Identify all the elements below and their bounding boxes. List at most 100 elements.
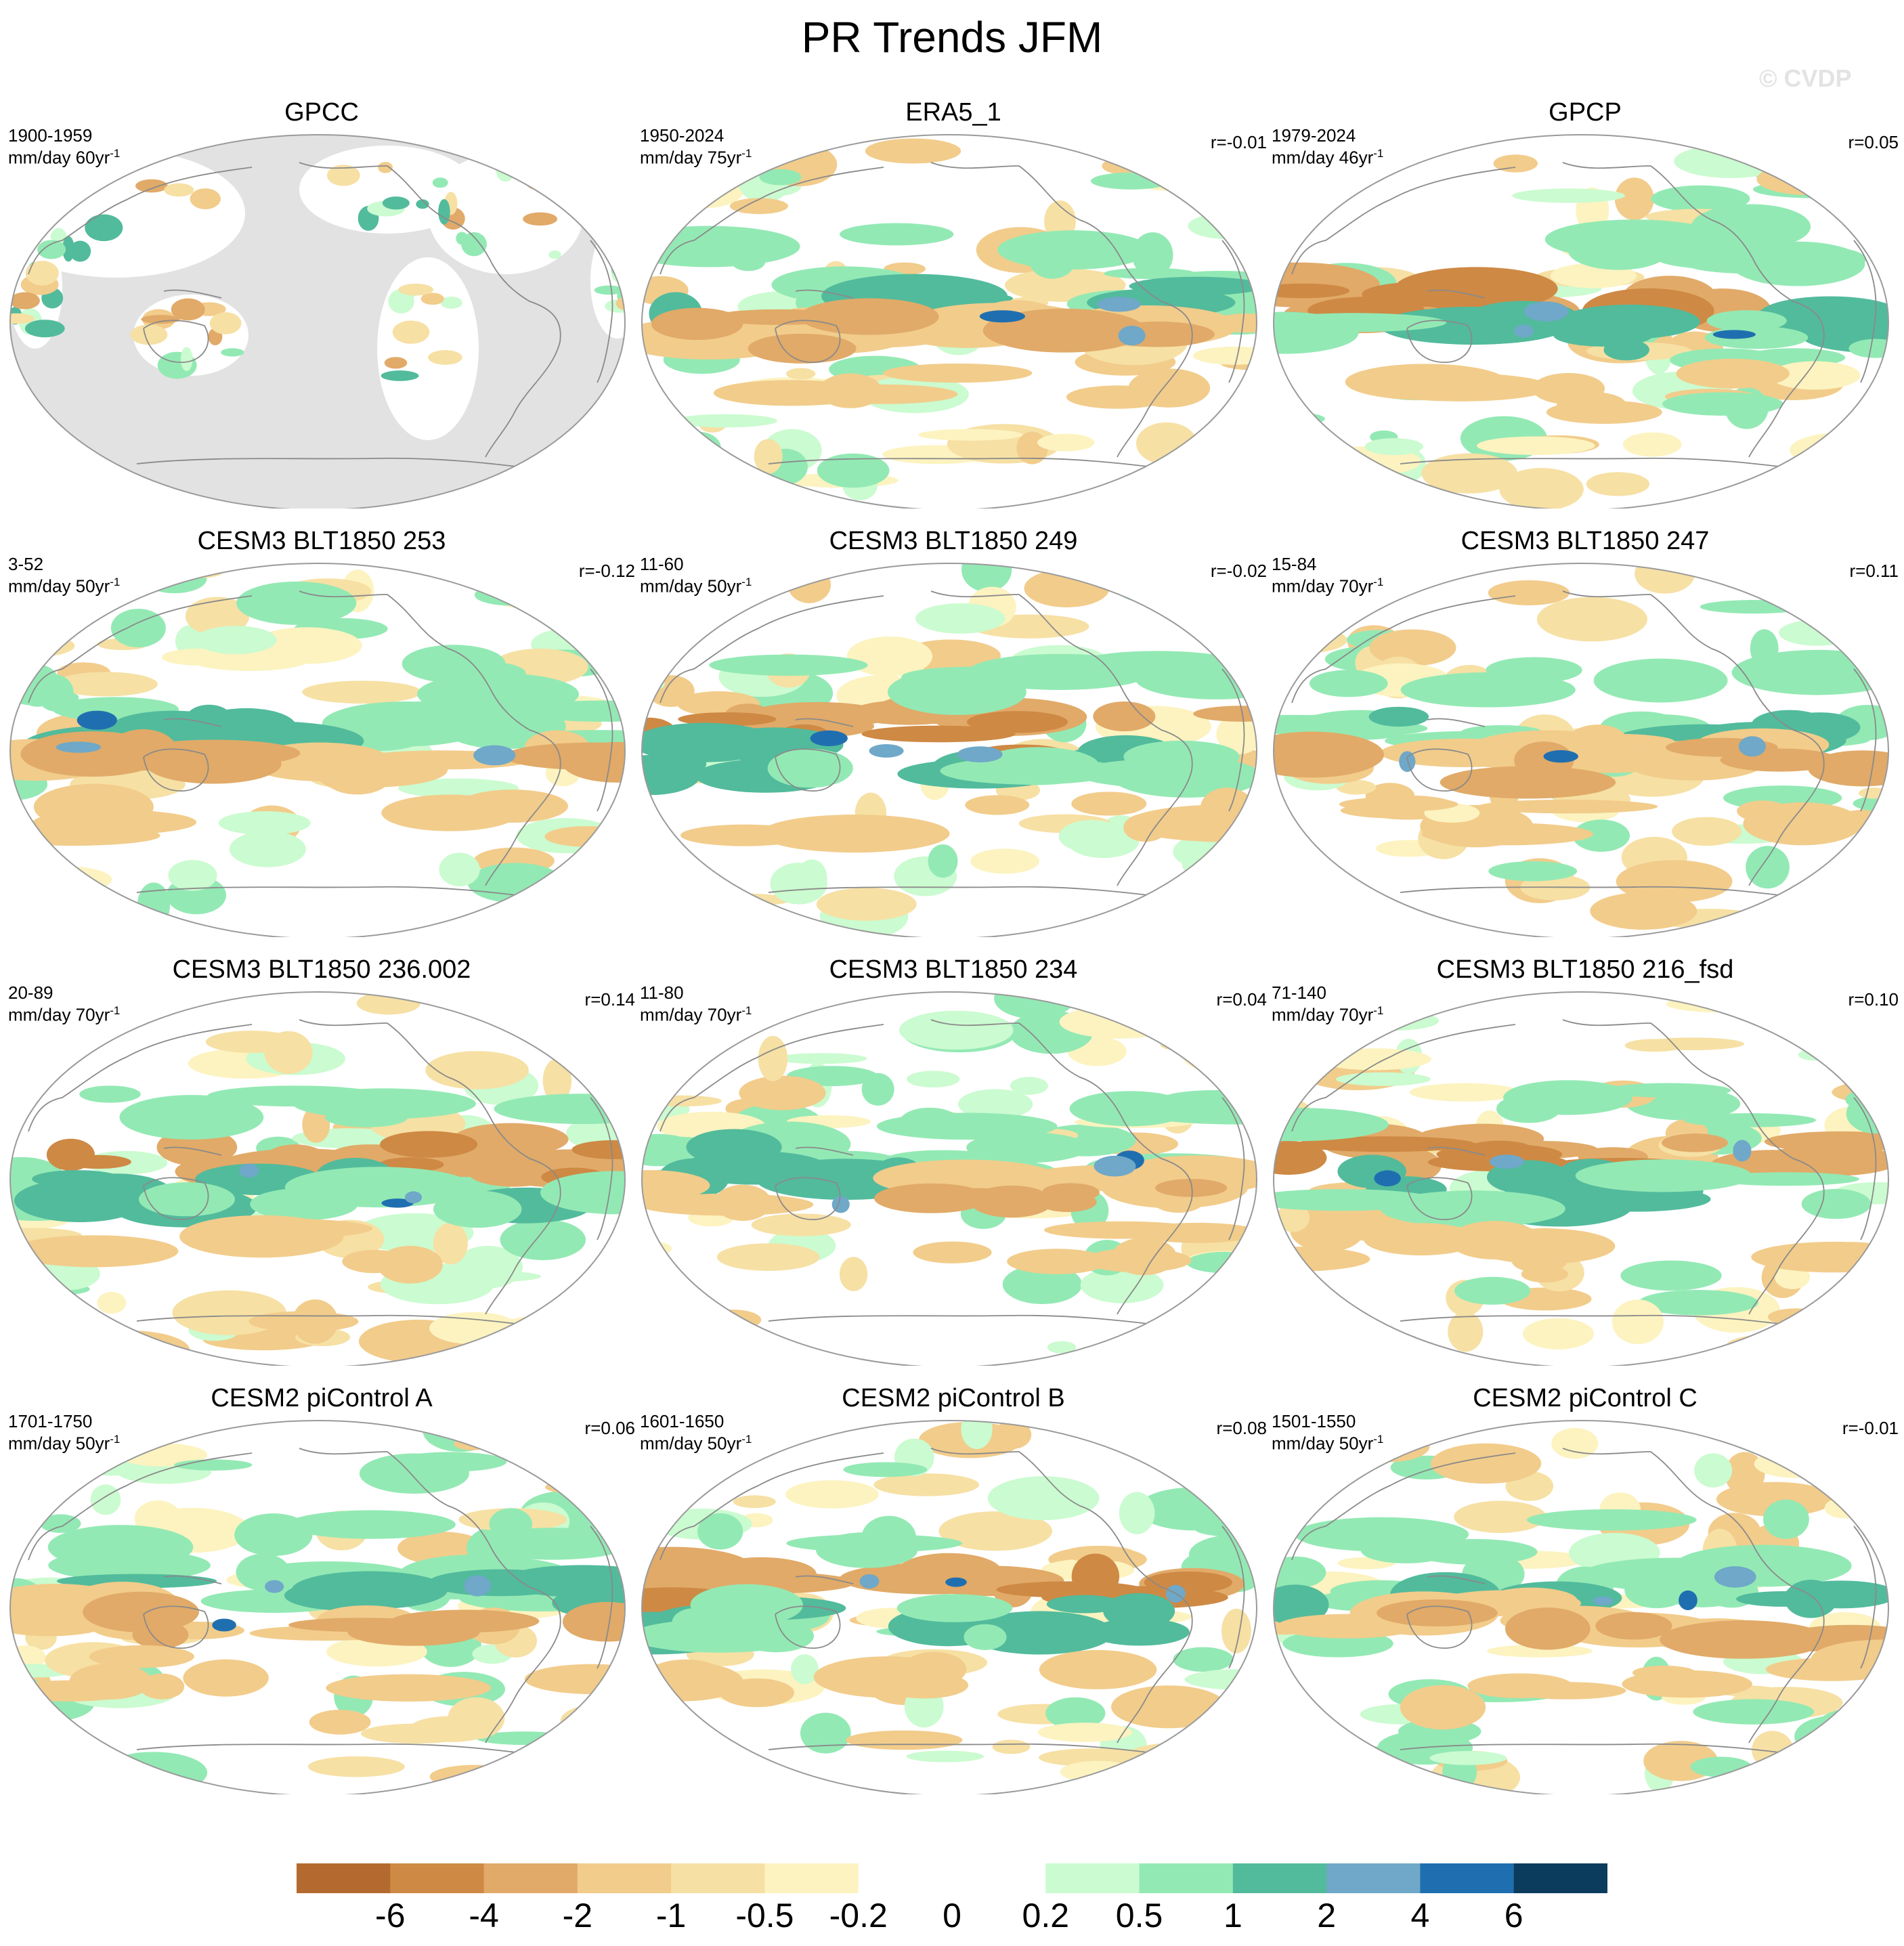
colorbar-tick-label: 2 — [1317, 1897, 1337, 1934]
units-text: mm/day 50yr — [8, 1433, 110, 1454]
units-exponent: -1 — [110, 1004, 121, 1017]
panel-years: 11-80 — [640, 982, 684, 1003]
units-exponent: -1 — [1373, 147, 1384, 160]
units-text: mm/day 70yr — [1272, 1004, 1374, 1025]
panel-correlation: r=-0.12 — [578, 561, 635, 581]
colorbar-tick-labels: -6 -4 -2 -1 -0.5 -0.2 0 0.2 0.5 1 2 4 6 — [0, 1896, 1904, 1937]
panel-correlation: r=0.04 — [1216, 989, 1267, 1010]
robinson-map — [641, 134, 1257, 509]
panel-units: mm/day 75yr-1 — [640, 147, 752, 169]
units-text: mm/day 60yr — [8, 147, 110, 168]
robinson-map — [9, 1420, 626, 1794]
panel-years: 20-89 — [8, 982, 53, 1003]
colorbar-swatch — [1232, 1863, 1327, 1893]
panel-title: CESM3 BLT1850 236.002 — [172, 955, 471, 984]
map-panel: CESM3 BLT1850 236.002 20-89 mm/day 70yr-1 r… — [8, 955, 635, 1389]
panel-correlation: r=0.14 — [584, 989, 635, 1010]
colorbar-tick-label: 6 — [1504, 1897, 1523, 1934]
robinson-map — [641, 991, 1257, 1366]
panel-years: 1501-1550 — [1272, 1411, 1356, 1431]
panel-correlation: r=0.08 — [1216, 1418, 1267, 1438]
panel-units: mm/day 50yr-1 — [640, 576, 752, 597]
robinson-map — [1273, 563, 1889, 937]
colorbar-tick-label: -2 — [562, 1897, 593, 1934]
robinson-map — [9, 134, 626, 509]
colorbar-tick-label: -0.5 — [735, 1897, 794, 1934]
colorbar-tick-label: 0 — [943, 1897, 961, 1934]
panel-units: mm/day 46yr-1 — [1272, 147, 1383, 169]
panel-units: mm/day 70yr-1 — [8, 1004, 120, 1026]
robinson-map — [9, 563, 626, 937]
units-exponent: -1 — [1373, 1004, 1384, 1017]
units-text: mm/day 50yr — [640, 576, 742, 597]
units-text: mm/day 50yr — [8, 576, 110, 597]
units-exponent: -1 — [741, 1433, 752, 1446]
panel-years: 3-52 — [8, 554, 44, 574]
panel-title: CESM3 BLT1850 249 — [829, 527, 1078, 555]
colorbar-tick-label: -1 — [655, 1897, 687, 1934]
panel-years: 1900-1959 — [8, 125, 93, 146]
panel-title: CESM3 BLT1850 253 — [197, 527, 446, 555]
panel-units: mm/day 60yr-1 — [8, 147, 120, 169]
panel-title: CESM3 BLT1850 247 — [1461, 527, 1710, 555]
colorbar-swatch — [952, 1863, 1046, 1893]
colorbar-tick-label: 0.5 — [1115, 1897, 1163, 1934]
robinson-map — [1273, 991, 1889, 1366]
panel-correlation: r=0.06 — [584, 1418, 635, 1438]
panel-correlation: r=-0.01 — [1842, 1418, 1899, 1438]
units-exponent: -1 — [1373, 1433, 1384, 1446]
units-text: mm/day 75yr — [640, 147, 742, 168]
units-exponent: -1 — [110, 576, 121, 588]
figure-title: PR Trends JFM — [801, 13, 1103, 62]
panel-units: mm/day 70yr-1 — [640, 1004, 752, 1026]
panel-units: mm/day 50yr-1 — [8, 1433, 120, 1454]
robinson-map — [9, 991, 626, 1366]
panel-title: CESM2 piControl B — [842, 1384, 1065, 1412]
colorbar-swatch — [764, 1863, 859, 1893]
panel-title: ERA5_1 — [905, 98, 1001, 127]
colorbar-swatch — [1139, 1863, 1234, 1893]
colorbar-swatch — [1326, 1863, 1421, 1893]
map-panel: CESM2 piControl A 1701-1750 mm/day 50yr-1 r… — [8, 1384, 635, 1817]
map-panel: CESM3 BLT1850 234 11-80 mm/day 70yr-1 r=0.0… — [640, 955, 1267, 1389]
map-panel: ERA5_1 1950-2024 mm/day 75yr-1 r=-0.01 — [640, 98, 1267, 532]
units-text: mm/day 46yr — [1272, 147, 1374, 168]
panel-correlation: r=0.05 — [1848, 132, 1899, 152]
panel-units: mm/day 50yr-1 — [8, 576, 120, 597]
map-panel: CESM3 BLT1850 247 15-84 mm/day 70yr-1 r=0.1… — [1272, 527, 1899, 960]
map-panel: CESM3 BLT1850 216_fsd 71-140 mm/day 70yr-1… — [1272, 955, 1899, 1389]
colorbar-tick-label: 0.2 — [1022, 1897, 1070, 1934]
panel-correlation: r=-0.02 — [1210, 561, 1267, 581]
panel-years: 1950-2024 — [640, 125, 724, 146]
colorbar-swatch — [858, 1863, 953, 1893]
colorbar-swatch — [1045, 1863, 1140, 1893]
colorbar-swatch — [297, 1863, 391, 1893]
map-panel: CESM3 BLT1850 253 3-52 mm/day 50yr-1 r=-0.1… — [8, 527, 635, 960]
panel-years: 1701-1750 — [8, 1411, 93, 1431]
map-panel: CESM2 piControl C 1501-1550 mm/day 50yr-1 r… — [1272, 1384, 1899, 1817]
colorbar-tick-label: -0.2 — [829, 1897, 888, 1934]
colorbar-tick-label: 4 — [1410, 1897, 1430, 1934]
map-panel: GPCP 1979-2024 mm/day 46yr-1 r=0.05 — [1272, 98, 1899, 532]
units-exponent: -1 — [1373, 576, 1384, 588]
units-exponent: -1 — [110, 1433, 121, 1446]
units-exponent: -1 — [741, 1004, 752, 1017]
colorbar — [297, 1863, 1607, 1893]
robinson-map — [1273, 1420, 1889, 1794]
colorbar-tick-label: 1 — [1223, 1897, 1242, 1934]
units-exponent: -1 — [110, 147, 121, 160]
panel-correlation: r=0.11 — [1849, 561, 1899, 581]
units-text: mm/day 70yr — [8, 1004, 110, 1025]
units-exponent: -1 — [741, 576, 752, 588]
colorbar-swatch — [671, 1863, 765, 1893]
robinson-map — [641, 563, 1257, 937]
units-text: mm/day 50yr — [1272, 1433, 1374, 1454]
panel-title: CESM2 piControl A — [211, 1384, 433, 1412]
panel-years: 71-140 — [1272, 982, 1326, 1003]
panel-title: GPCP — [1549, 98, 1622, 127]
panel-correlation: r=-0.01 — [1210, 132, 1267, 152]
colorbar-swatch — [483, 1863, 578, 1893]
colorbar-swatch — [390, 1863, 485, 1893]
units-text: mm/day 70yr — [640, 1004, 742, 1025]
colorbar-swatch — [1420, 1863, 1515, 1893]
